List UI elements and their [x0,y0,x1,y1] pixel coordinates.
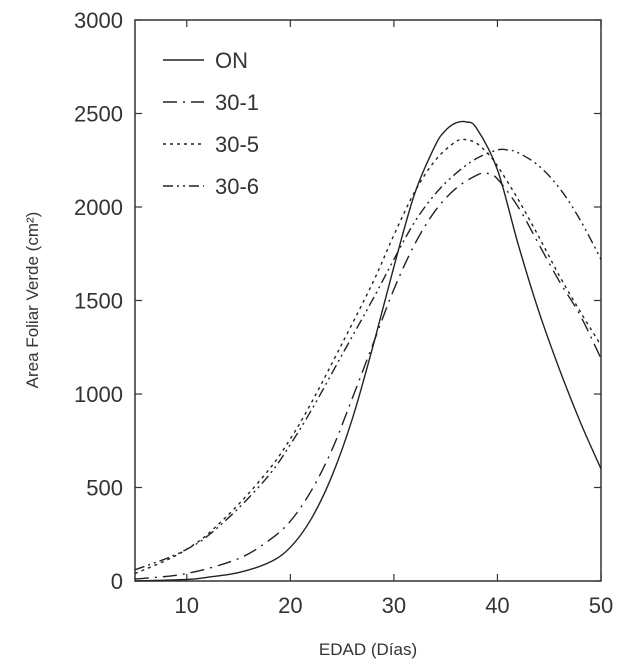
legend-label-30-5: 30-5 [215,132,259,157]
x-tick-label: 30 [382,593,406,618]
y-tick-label: 1500 [74,289,123,314]
legend: ON 30-1 30-5 30-6 [163,48,259,199]
series-lines [134,120,602,582]
legend-label-ON: ON [215,48,248,73]
series-line-ON [134,120,602,582]
y-axis-ticks: 0 500 1000 1500 2000 2500 3000 [74,8,601,594]
x-axis-ticks: 10 20 30 40 50 [175,20,613,618]
y-tick-label: 500 [86,476,123,501]
y-tick-label: 2500 [74,102,123,127]
x-tick-label: 10 [175,593,199,618]
x-tick-label: 20 [278,593,302,618]
y-axis-title: Area Foliar Verde (cm²) [23,212,42,389]
legend-label-30-6: 30-6 [215,174,259,199]
y-tick-label: 3000 [74,8,123,33]
series-line-30-5 [134,138,602,575]
y-tick-label: 1000 [74,382,123,407]
y-tick-label: 2000 [74,195,123,220]
plot-frame [134,19,602,582]
series-line-30-6 [134,148,602,571]
x-tick-label: 40 [485,593,509,618]
y-tick-label: 0 [111,569,123,594]
series-line-30-1 [134,172,602,580]
x-tick-label: 50 [589,593,613,618]
x-axis-title: EDAD (Días) [319,640,417,659]
legend-label-30-1: 30-1 [215,90,259,115]
